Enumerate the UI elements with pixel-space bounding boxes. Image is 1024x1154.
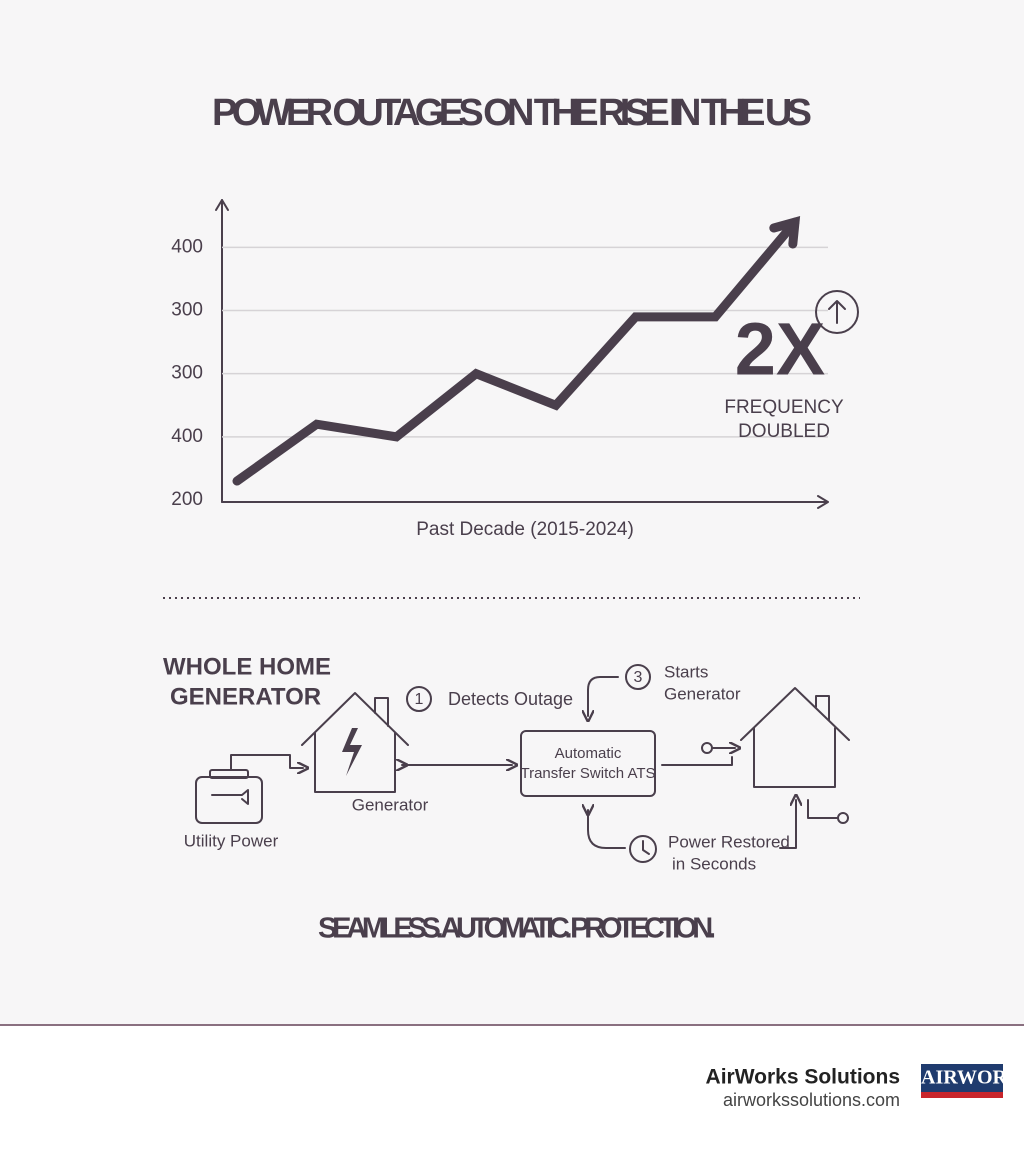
ats-box <box>520 730 656 797</box>
restored-label: in Seconds <box>672 854 756 873</box>
connector <box>661 756 733 766</box>
connector <box>588 810 626 849</box>
node-dot <box>837 812 849 824</box>
step-label: Starts <box>664 662 708 681</box>
step-badge <box>625 664 651 690</box>
y-tick-label: 300 <box>171 300 203 321</box>
footer <box>0 1026 1024 1154</box>
annotation-big: 2X <box>735 308 826 391</box>
y-tick-label: 400 <box>171 426 203 447</box>
y-axis-arrow <box>215 199 229 211</box>
diagram-title: WHOLE HOME <box>163 653 331 680</box>
x-axis-arrow <box>817 495 829 509</box>
utility-icon <box>195 776 263 824</box>
tagline: SEAMLESS. AUTOMATIC. PROTECTION. <box>318 913 716 945</box>
x-axis-label: Past Decade (2015-2024) <box>416 519 634 540</box>
arrow-head <box>769 216 801 249</box>
diagram-title: GENERATOR <box>170 683 321 710</box>
company: AirWorks Solutions <box>706 1066 900 1089</box>
bolt <box>342 728 362 776</box>
generator-label: Generator <box>352 795 429 814</box>
clock-hand <box>642 840 650 855</box>
connector <box>779 800 796 849</box>
step-number: 3 <box>634 669 643 686</box>
step-label: Generator <box>664 684 741 703</box>
house <box>301 692 409 793</box>
step-number: 1 <box>415 691 424 708</box>
title: POWER OUTAGES ON THE RISE IN THE US <box>212 92 812 134</box>
y-tick-label: 300 <box>171 363 203 384</box>
restored-label: Power Restored <box>668 832 790 851</box>
connector <box>588 676 619 716</box>
clock <box>629 835 657 863</box>
utility-label: Utility Power <box>184 831 279 850</box>
ats-label: Transfer Switch ATS <box>520 765 655 782</box>
annotation-line: DOUBLED <box>738 421 830 442</box>
connector <box>807 799 839 819</box>
house <box>740 687 850 788</box>
up-icon <box>815 290 859 334</box>
connector <box>230 754 303 770</box>
series-line <box>232 217 800 486</box>
ats-label: Automatic <box>555 745 622 762</box>
url: airworkssolutions.com <box>723 1090 900 1110</box>
y-tick-label: 400 <box>171 236 203 257</box>
utility-icon <box>211 789 249 805</box>
y-tick-label: 200 <box>171 489 203 510</box>
annotation-line: FREQUENCY <box>724 397 844 418</box>
logo-band <box>921 1064 1003 1092</box>
logo-text: AIRWORKS <box>921 1067 1024 1089</box>
up-icon-arrow <box>828 300 846 324</box>
step-badge <box>406 686 432 712</box>
logo-band <box>921 1092 1003 1098</box>
utility-icon <box>209 769 249 779</box>
node-dot <box>701 742 713 754</box>
step-label: Detects Outage <box>448 689 573 709</box>
